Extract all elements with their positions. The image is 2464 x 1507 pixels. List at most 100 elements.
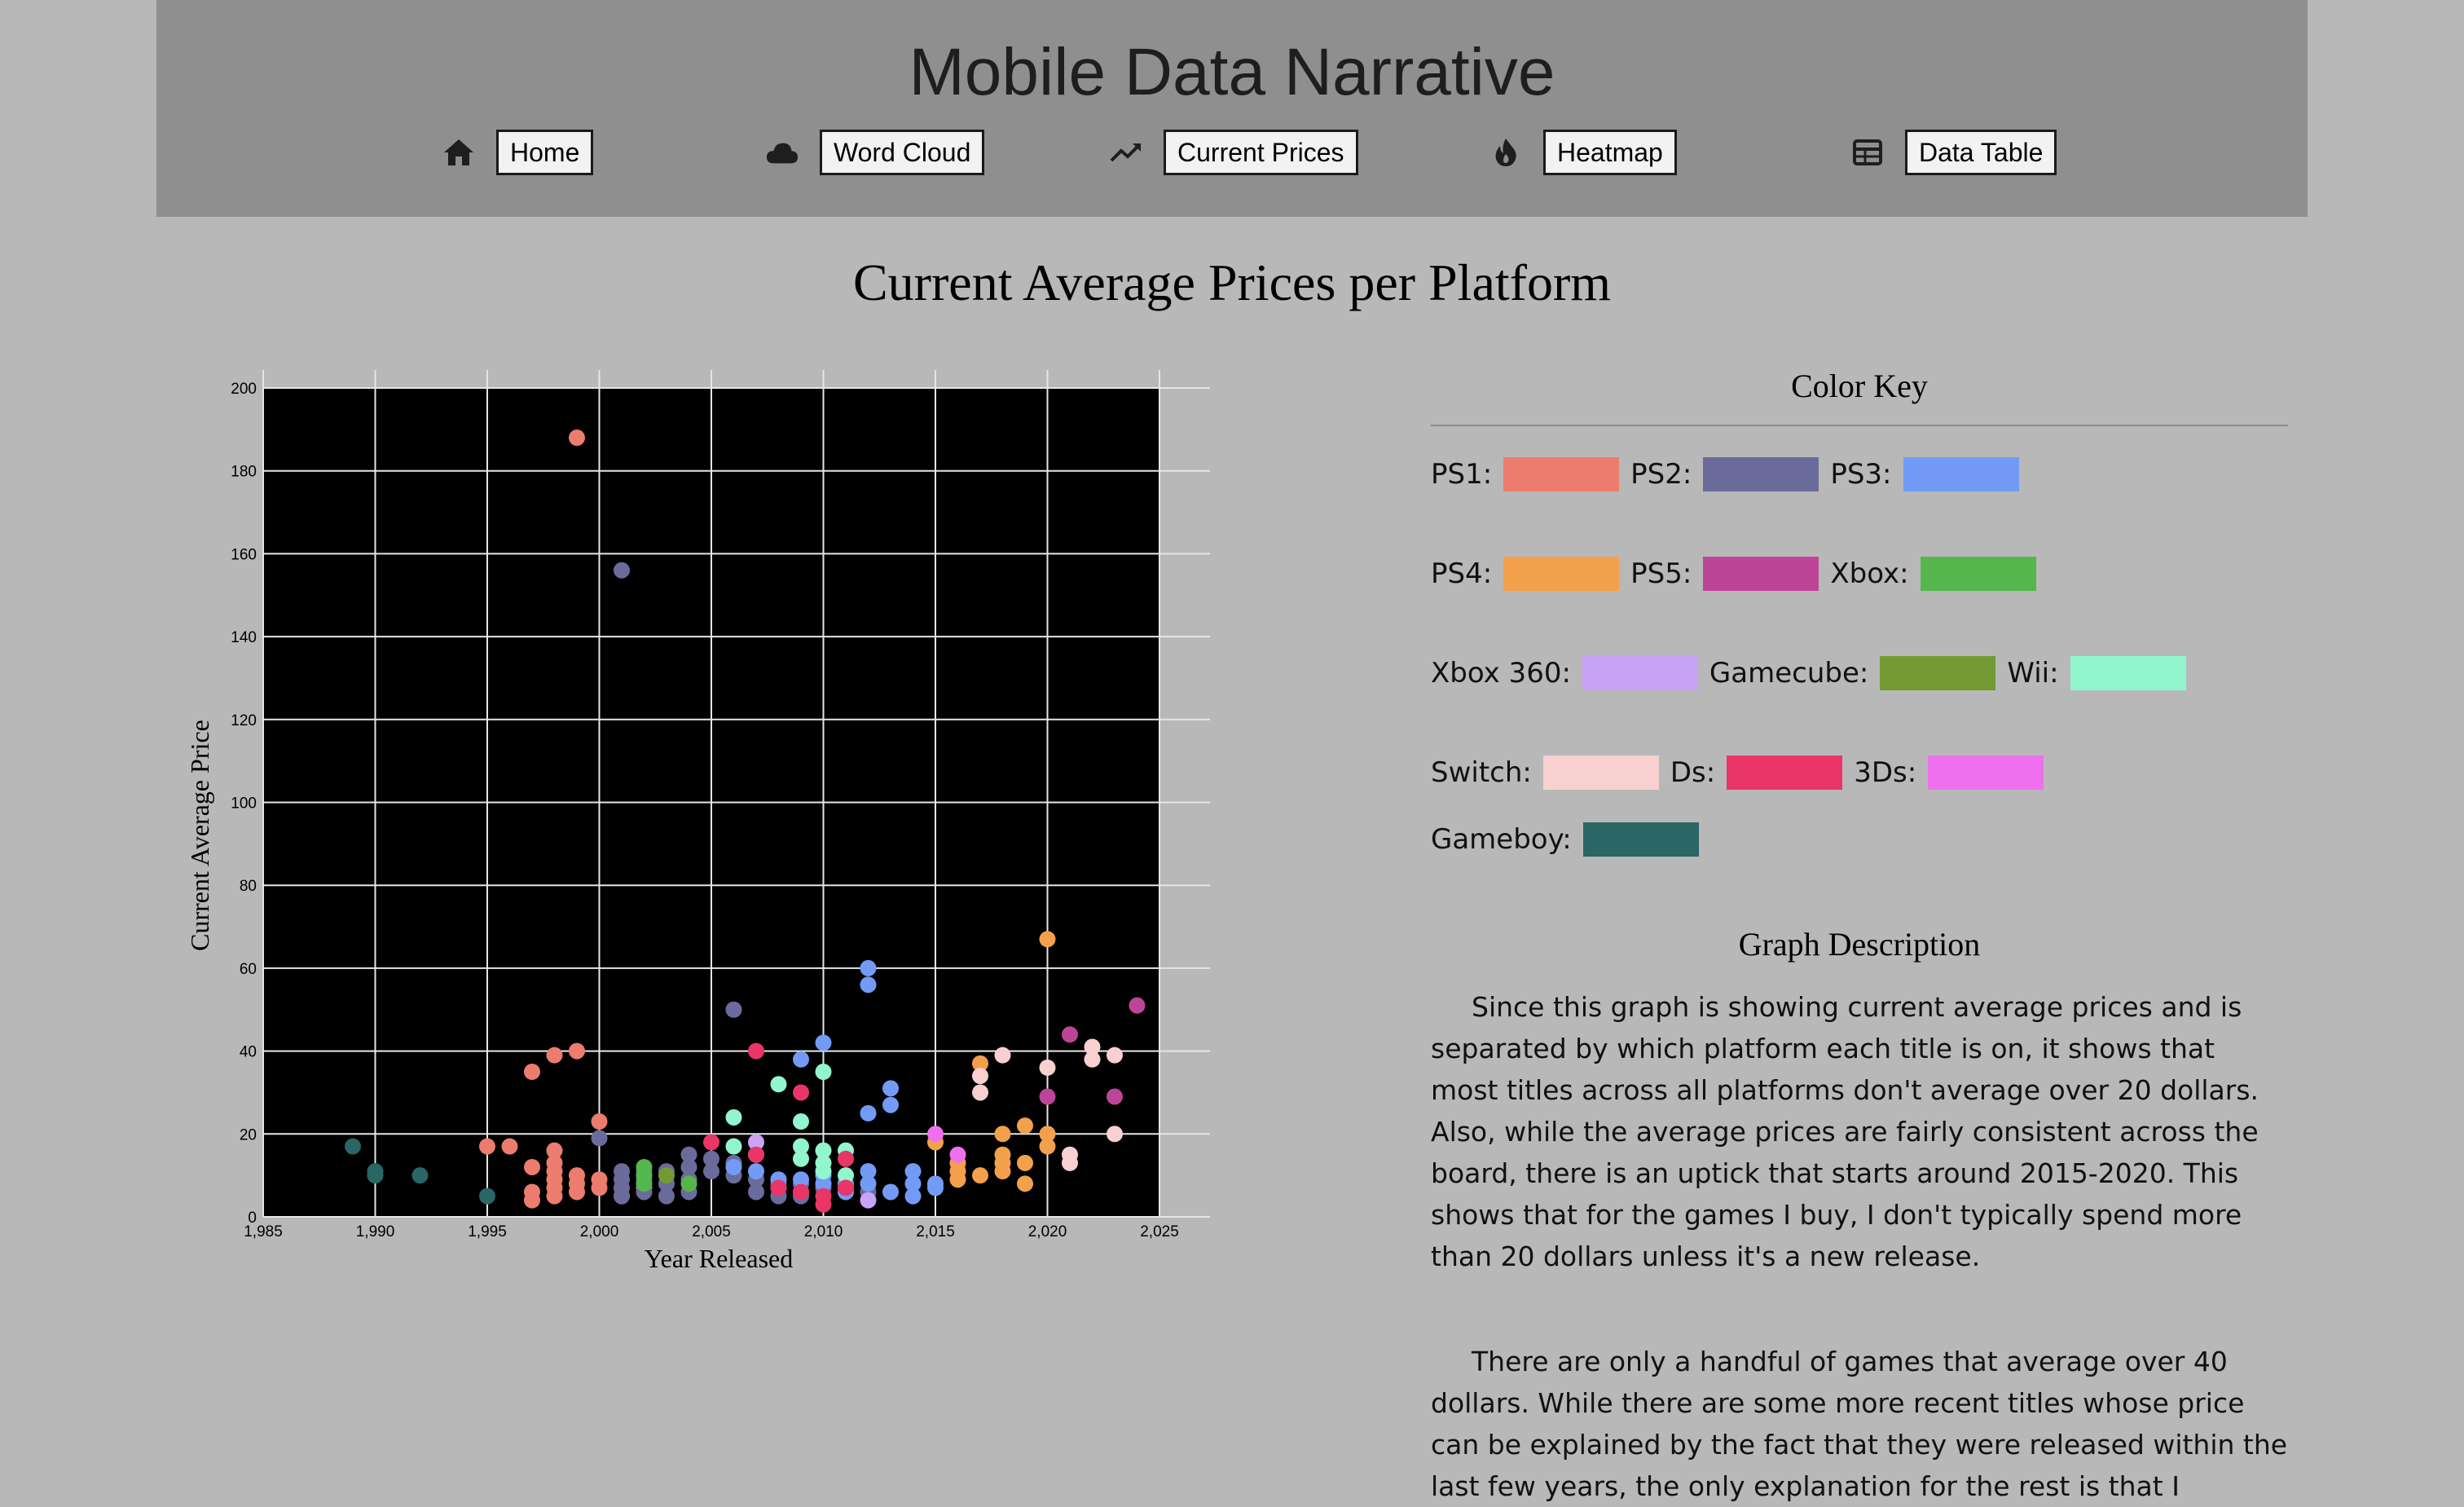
data-point [1062,1026,1078,1043]
legend-swatch [1503,557,1620,591]
x-tick-label: 2,015 [916,1223,955,1240]
data-point [838,1150,854,1167]
data-point [748,1163,764,1180]
y-tick-label: 0 [248,1210,257,1227]
fire-icon[interactable] [1489,136,1522,169]
graph-description-title: Graph Description [1738,926,1981,963]
data-point [748,1042,764,1060]
home-icon[interactable] [442,136,475,169]
data-point [658,1188,675,1205]
data-point [569,430,585,447]
legend-item: Xbox 360: [1431,656,1698,690]
data-point [770,1076,787,1093]
data-point [1039,1138,1056,1155]
y-tick-label: 200 [231,381,257,398]
data-point [546,1188,563,1205]
data-table-button[interactable]: Data Table [1905,130,2057,175]
legend-item: Wii: [2007,656,2186,690]
home-button[interactable]: Home [496,130,594,175]
x-tick-label: 1,990 [356,1223,395,1240]
data-point [904,1175,922,1192]
nav-item-home[interactable]: Home [442,129,594,176]
nav-item-word-cloud[interactable]: Word Cloud [766,129,985,176]
data-point [614,562,630,579]
data-point [972,1068,988,1085]
nav-item-current-prices[interactable]: Current Prices [1110,129,1358,176]
data-point [793,1113,809,1130]
data-point [972,1167,988,1184]
y-tick-label: 80 [240,878,257,895]
y-axis-ticks: 0 20 40 60 80 100 120 140 160 180 200 [231,381,257,1227]
legend-item: Switch: [1431,756,1659,790]
data-point [815,1064,832,1081]
color-key-title: Color Key [1431,367,2288,426]
data-point [815,1034,832,1051]
data-point [994,1047,1011,1064]
x-tick-label: 2,000 [580,1223,619,1240]
legend-item: Gameboy: [1431,822,1699,857]
data-point [838,1179,854,1196]
data-point [1039,931,1056,948]
data-point [815,1163,832,1180]
y-tick-label: 20 [240,1126,257,1143]
heatmap-button[interactable]: Heatmap [1543,130,1677,175]
scatter-chart: 1,985 1,990 1,995 2,000 2,005 2,010 2,015 2,020… [185,370,1210,1273]
data-point [1107,1126,1123,1143]
data-point [994,1163,1011,1180]
data-point [703,1163,719,1180]
y-tick-label: 120 [231,712,257,729]
data-point [860,1104,877,1121]
data-point [770,1179,787,1196]
legend-label: PS1: [1431,458,1493,491]
data-point [411,1167,429,1184]
data-point [748,1183,764,1201]
current-prices-button[interactable]: Current Prices [1164,130,1358,175]
legend-item: PS5: [1630,557,1819,591]
legend-label: 3Ds: [1854,756,1917,789]
data-point [680,1158,697,1175]
data-point [949,1171,966,1188]
table-icon[interactable] [1851,136,1884,169]
data-point [994,1126,1011,1143]
data-point [591,1179,608,1196]
y-tick-label: 100 [231,795,257,813]
legend-swatch [1920,557,2036,591]
data-point [860,1175,877,1192]
data-point [703,1134,719,1151]
side-panel: Color Key PS1: PS2: PS3: PS4: PS5: Xbox: Xbox … [1431,367,2288,1507]
legend-item: 3Ds: [1854,756,2044,790]
legend-swatch [1542,756,1659,790]
site-header: Mobile Data Narrative Home Word Cloud Cu… [156,0,2308,217]
data-point [1084,1051,1101,1068]
y-tick-label: 160 [231,546,257,563]
data-point [949,1146,966,1163]
data-point [1062,1154,1078,1171]
data-point [1129,997,1146,1014]
data-point [793,1150,809,1167]
data-point [524,1192,540,1209]
nav-item-heatmap[interactable]: Heatmap [1489,129,1677,176]
x-tick-label: 1,985 [244,1223,283,1240]
data-point [479,1138,495,1155]
legend-label: PS2: [1630,458,1692,491]
data-point [972,1055,988,1072]
data-point [569,1042,585,1060]
data-point [904,1188,922,1205]
y-tick-label: 180 [231,464,257,481]
nav-item-data-table[interactable]: Data Table [1851,129,2057,176]
data-point [1107,1088,1123,1105]
legend-item: PS4: [1431,557,1620,591]
data-point [1017,1175,1033,1192]
legend-item: Gamecube: [1709,656,1996,690]
data-point [1017,1154,1033,1171]
data-point [860,959,877,976]
data-point [501,1138,518,1155]
data-point [1084,1038,1101,1055]
description-paragraph-2: There are only a handful of games that a… [1431,1346,2288,1502]
x-tick-label: 2,020 [1028,1223,1067,1240]
x-tick-label: 2,005 [692,1223,731,1240]
legend-label: Wii: [2007,657,2059,690]
cloud-icon[interactable] [766,136,799,169]
word-cloud-button[interactable]: Word Cloud [820,130,985,175]
trend-icon[interactable] [1110,136,1142,169]
